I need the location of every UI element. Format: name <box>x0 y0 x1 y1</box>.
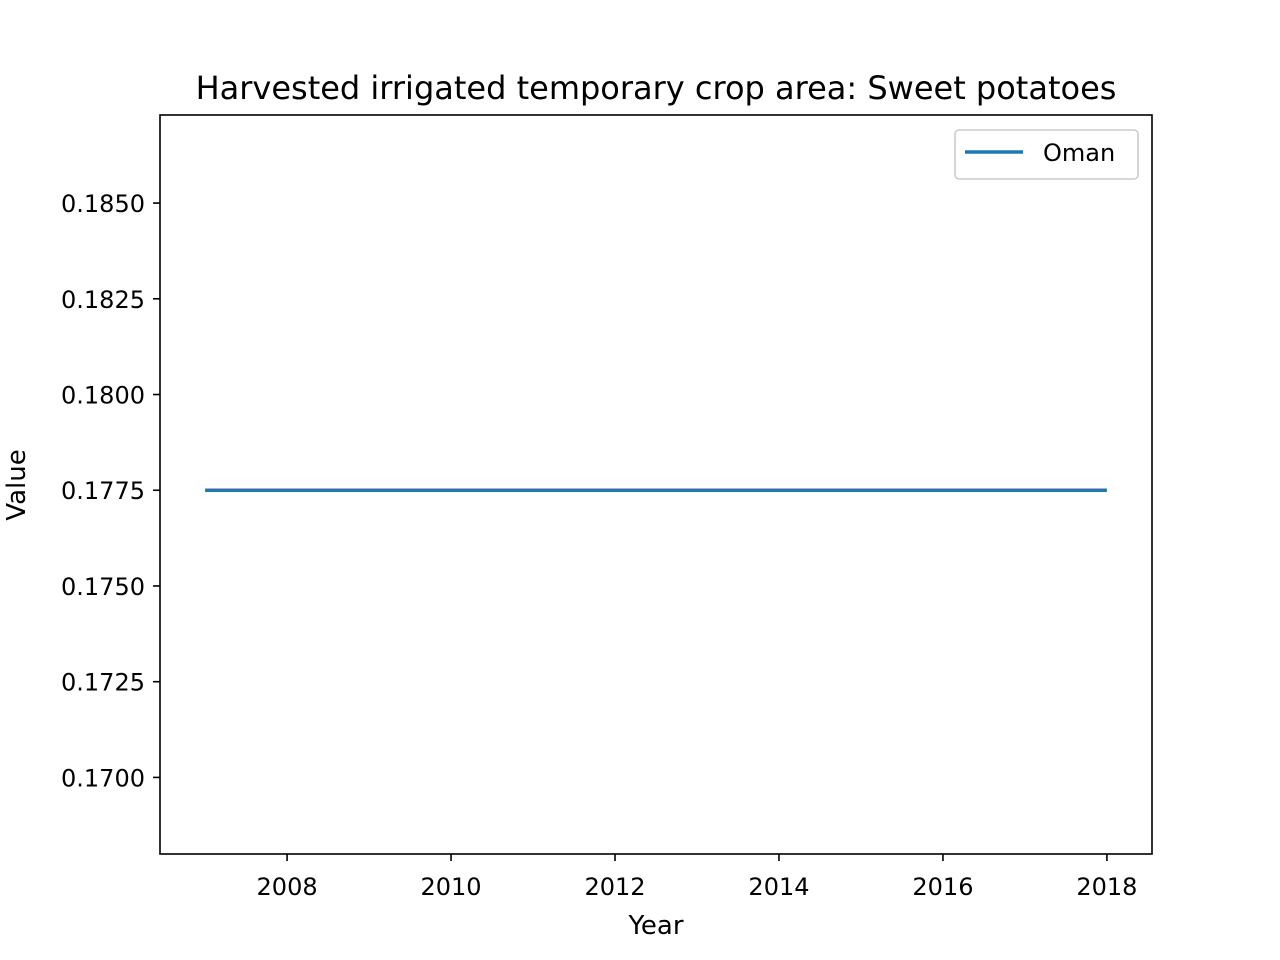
x-tick-label: 2008 <box>257 873 318 901</box>
plot-area <box>159 114 1153 855</box>
y-axis-label: Value <box>2 449 32 520</box>
x-axis-label: Year <box>627 911 683 941</box>
x-tick-label: 2016 <box>912 873 973 901</box>
legend: Oman <box>954 129 1139 180</box>
x-tick-label: 2018 <box>1076 873 1137 901</box>
y-tick-label: 0.1700 <box>61 764 145 792</box>
plot-background <box>160 115 1152 854</box>
y-tick-label: 0.1775 <box>61 477 145 505</box>
y-tick-label: 0.1800 <box>61 382 145 410</box>
y-tick-label: 0.1825 <box>61 286 145 314</box>
plot-frame <box>159 114 1153 855</box>
x-tick-label: 2012 <box>584 873 645 901</box>
y-axis-ticks: 0.1700 0.1725 0.1750 0.1775 0.1800 0.1825 0.18… <box>61 190 160 792</box>
legend-label-oman: Oman <box>1043 139 1115 167</box>
y-tick-label: 0.1725 <box>61 669 145 697</box>
legend-frame <box>954 129 1139 180</box>
x-tick-label: 2010 <box>421 873 482 901</box>
x-axis-ticks: 2008 2010 2012 2014 2016 2018 <box>257 854 1137 901</box>
y-tick-label: 0.1850 <box>61 190 145 218</box>
chart-title: Harvested irrigated temporary crop area:… <box>196 69 1117 107</box>
y-tick-label: 0.1750 <box>61 573 145 601</box>
x-tick-label: 2014 <box>748 873 809 901</box>
